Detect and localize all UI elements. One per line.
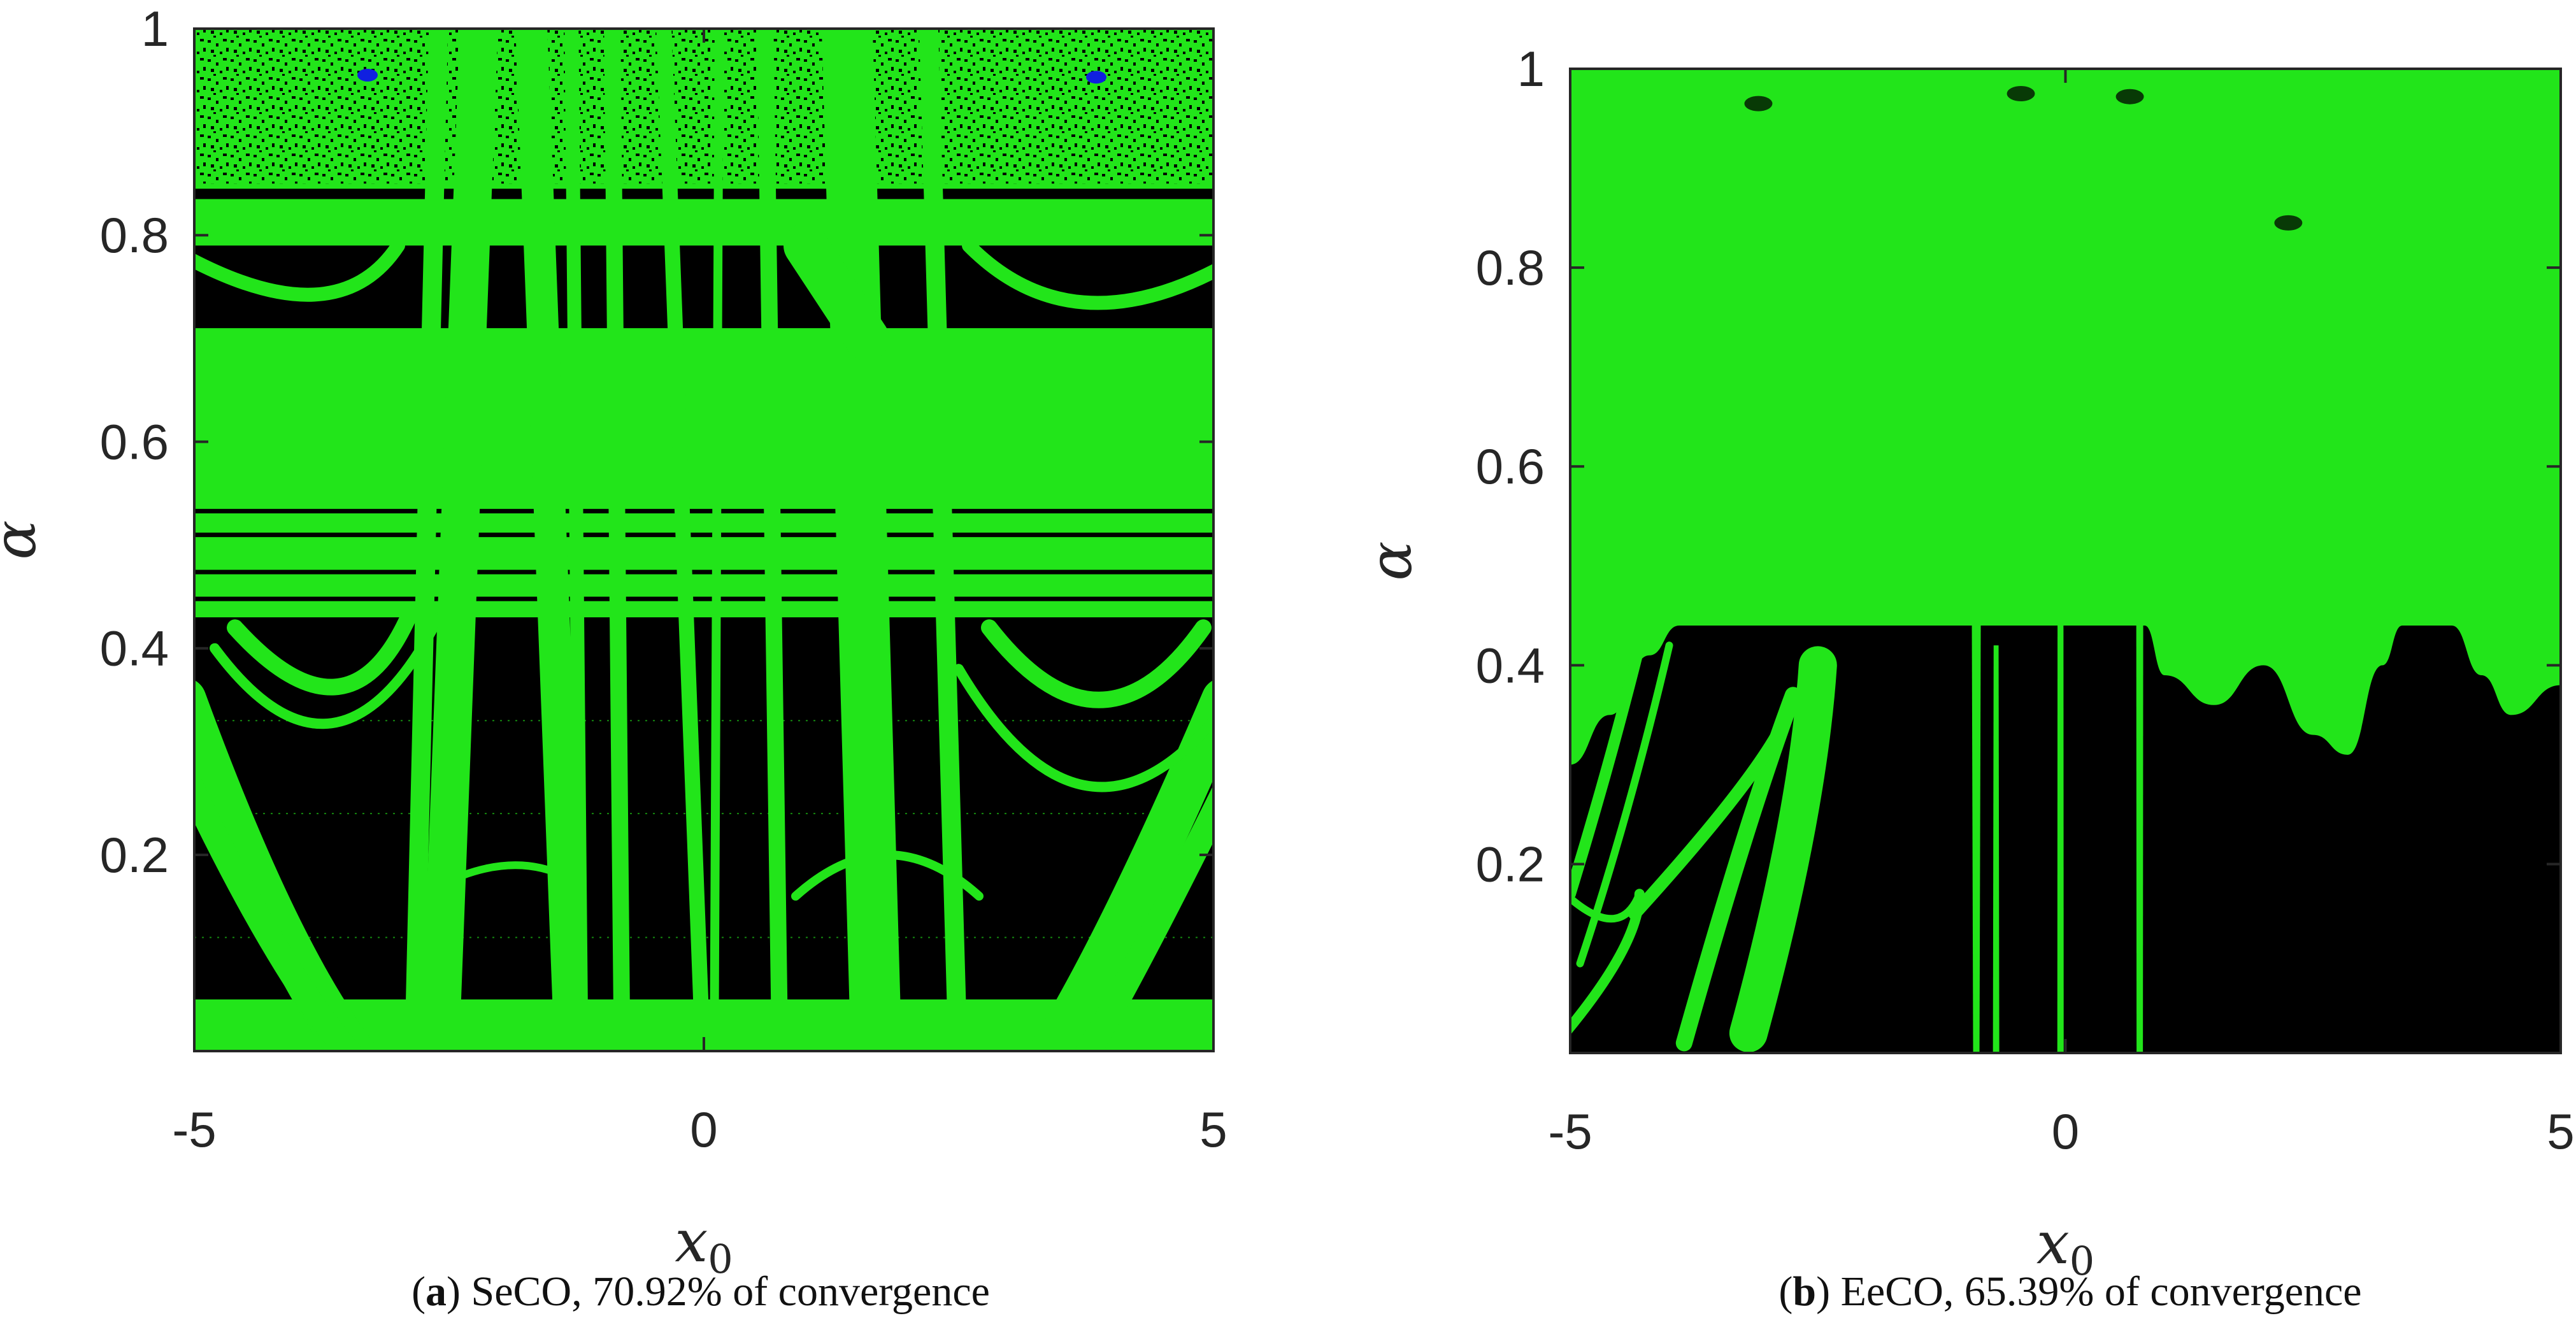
a-x-axis-label: x0 <box>675 1207 733 1282</box>
a-streak-left-wing-2 <box>194 764 365 1051</box>
a-vertical-streak <box>420 29 498 1051</box>
b-y-axis-label: α <box>1357 541 1425 580</box>
a-streak-right-wing-2 <box>1074 785 1213 1051</box>
b-spike <box>2136 625 2143 1053</box>
b-x-axis-label: x0 <box>2036 1209 2094 1284</box>
b-green-bands <box>1570 640 1837 1052</box>
a-vertical-streak <box>515 29 587 1051</box>
b-ytick-label: 0.6 <box>1476 438 1545 494</box>
b-band-mid-return <box>1628 689 1800 920</box>
a-upper-streak-center <box>784 223 889 361</box>
b-dark-specks <box>1744 86 2303 231</box>
caption-a: (a) SeCO, 70.92% of convergence <box>411 1268 990 1315</box>
a-vertical-streak <box>404 29 448 1051</box>
a-vertical-streak <box>604 29 631 1051</box>
a-region-line <box>194 508 1213 513</box>
b-ytick-label: 0.2 <box>1476 836 1545 892</box>
a-region-line <box>194 596 1213 601</box>
b-ytick-label: 0.4 <box>1476 637 1545 693</box>
a-region-line <box>194 533 1213 538</box>
a-ytick-label: 0.6 <box>100 413 169 469</box>
a-region-band-0.84 <box>194 189 1213 199</box>
a-upper-arc-right <box>962 238 1213 310</box>
caption-b: (b) EeCO, 65.39% of convergence <box>1778 1268 2362 1315</box>
b-spike <box>1971 625 1981 1053</box>
a-vertical-streak <box>919 29 968 1051</box>
b-dark-speck <box>2115 89 2144 104</box>
b-ticks: -5 0 5 0.2 0.4 0.6 0.8 1 <box>1476 41 2575 1159</box>
a-arc-left-2 <box>210 612 444 729</box>
b-band-edge-2 <box>1576 641 1673 968</box>
b-band-wide <box>1729 646 1837 1052</box>
a-xtick-label: 0 <box>690 1101 717 1157</box>
a-xtick-label: -5 <box>172 1101 216 1157</box>
caption-b-label: b <box>1792 1268 1817 1315</box>
a-arc-left <box>227 609 417 696</box>
panel-b-heatmap: -5 0 5 0.2 0.4 0.6 0.8 1 x0 α <box>1357 41 2575 1284</box>
a-vertical-streak <box>564 29 589 1051</box>
a-ytick-label: 0.8 <box>100 207 169 263</box>
b-band-low-return <box>1570 890 1643 923</box>
a-blue-spot <box>357 68 378 82</box>
b-green-spikes <box>1971 625 2143 1053</box>
a-green-streaks <box>194 29 1213 1051</box>
b-ytick-label: 1 <box>1517 41 1545 97</box>
caption-a-text: SeCO, 70.92% of convergence <box>471 1268 990 1315</box>
b-spike <box>1993 645 2000 1053</box>
a-region-upper-chaotic-band <box>194 29 1213 184</box>
a-upper-arc-left <box>194 238 405 302</box>
caption-b-text: EeCO, 65.39% of convergence <box>1840 1268 2362 1315</box>
b-xtick-label: -5 <box>1548 1103 1592 1159</box>
b-spike <box>2057 625 2064 1053</box>
a-ytick-label: 0.2 <box>100 827 169 883</box>
a-ticks: -5 0 5 0.2 0.4 0.6 0.8 1 <box>100 1 1227 1157</box>
a-vertical-streak <box>710 29 724 1051</box>
b-dark-speck <box>2007 86 2035 102</box>
a-streak-right-wing <box>1026 680 1213 1051</box>
b-band-edge <box>1570 640 1645 900</box>
a-region-line <box>194 569 1213 575</box>
a-y-axis-label: α <box>0 520 49 559</box>
a-arc-right-2 <box>954 664 1213 792</box>
a-blue-spots <box>357 68 1106 84</box>
a-blue-spot <box>1086 71 1106 84</box>
a-vertical-streak <box>821 29 902 1051</box>
b-xtick-label: 0 <box>2052 1103 2079 1159</box>
a-xtick-label: 5 <box>1199 1101 1227 1157</box>
b-ytick-label: 0.8 <box>1476 240 1545 296</box>
a-arc-right <box>981 619 1212 708</box>
a-vertical-streak <box>757 29 789 1051</box>
panel-a-heatmap: -5 0 5 0.2 0.4 0.6 0.8 1 x0 α <box>0 1 1227 1282</box>
b-nonconverged-region <box>1570 625 2561 1053</box>
a-vertical-streak <box>656 29 711 1051</box>
a-ytick-label: 0.4 <box>100 620 169 677</box>
b-xtick-label: 5 <box>2547 1103 2574 1159</box>
a-ytick-label: 1 <box>141 1 169 57</box>
b-dark-speck <box>2274 215 2303 231</box>
b-dark-speck <box>1744 96 1773 111</box>
caption-a-label: a <box>426 1268 447 1315</box>
